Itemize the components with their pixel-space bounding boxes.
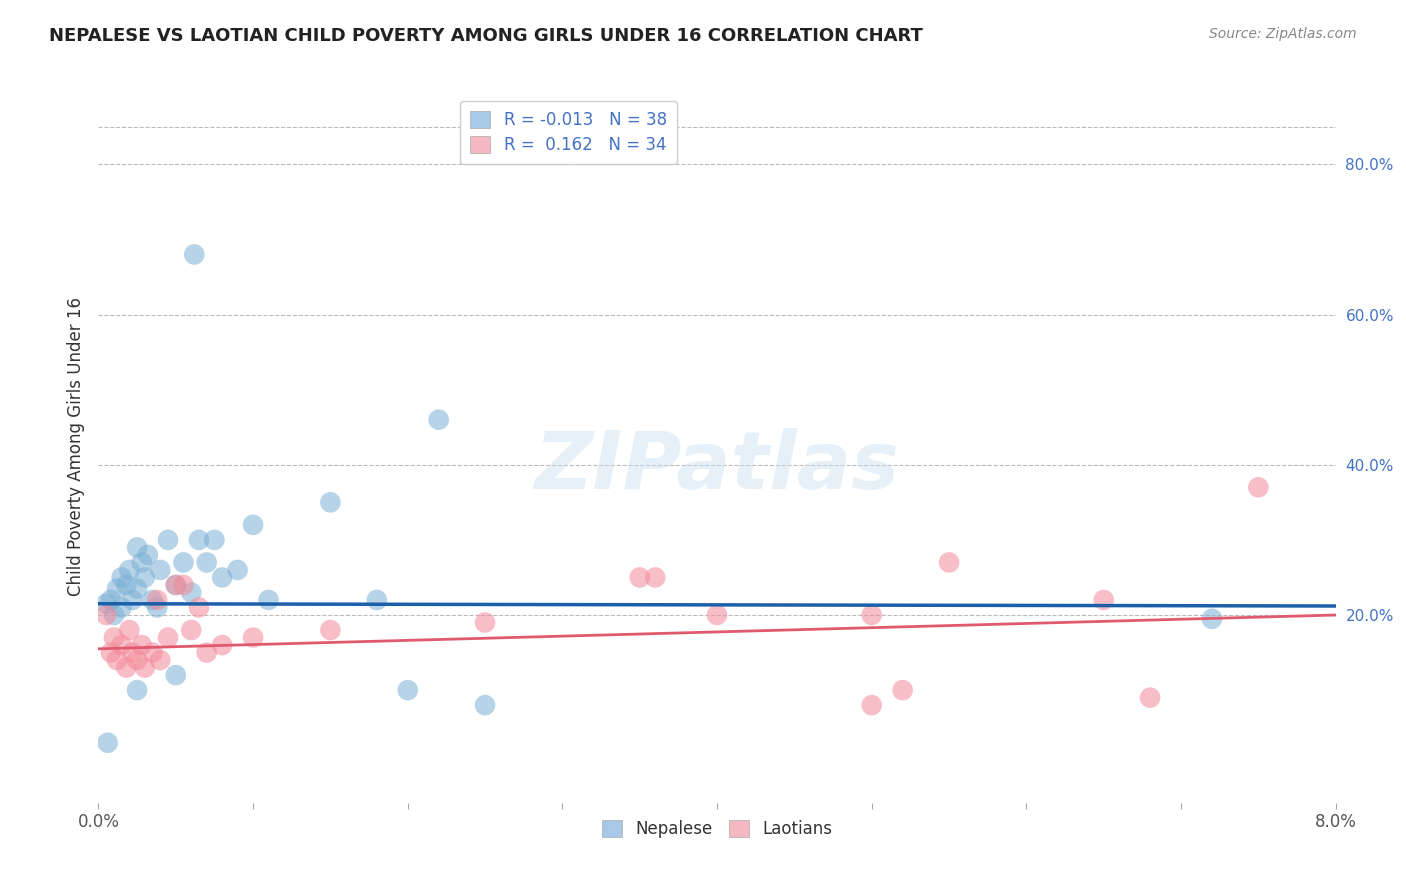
- Point: [127, 653, 149, 667]
- Point: [111, 570, 132, 584]
- Point: [1247, 480, 1270, 494]
- Text: ZIPatlas: ZIPatlas: [534, 428, 900, 507]
- Point: [141, 593, 165, 607]
- Point: [149, 653, 172, 667]
- Y-axis label: Child Poverty Among Girls Under 16: Child Poverty Among Girls Under 16: [66, 296, 84, 596]
- Point: [100, 593, 122, 607]
- Point: [396, 683, 419, 698]
- Point: [1092, 593, 1115, 607]
- Point: [242, 517, 264, 532]
- Point: [891, 683, 914, 698]
- Point: [366, 593, 388, 607]
- Point: [157, 533, 180, 547]
- Point: [121, 593, 143, 607]
- Point: [134, 660, 156, 674]
- Point: [103, 631, 125, 645]
- Point: [111, 638, 132, 652]
- Point: [628, 570, 651, 584]
- Point: [146, 593, 169, 607]
- Point: [103, 607, 125, 622]
- Point: [183, 247, 205, 261]
- Point: [131, 638, 153, 652]
- Point: [427, 413, 450, 427]
- Point: [96, 607, 118, 622]
- Point: [115, 578, 138, 592]
- Point: [157, 631, 180, 645]
- Point: [149, 563, 172, 577]
- Point: [188, 533, 211, 547]
- Point: [1201, 612, 1223, 626]
- Point: [146, 600, 169, 615]
- Point: [165, 578, 187, 592]
- Point: [100, 646, 122, 660]
- Point: [131, 556, 153, 570]
- Point: [319, 495, 342, 509]
- Point: [204, 533, 226, 547]
- Point: [474, 615, 496, 630]
- Text: NEPALESE VS LAOTIAN CHILD POVERTY AMONG GIRLS UNDER 16 CORRELATION CHART: NEPALESE VS LAOTIAN CHILD POVERTY AMONG …: [49, 27, 924, 45]
- Text: Source: ZipAtlas.com: Source: ZipAtlas.com: [1209, 27, 1357, 41]
- Point: [118, 563, 141, 577]
- Point: [226, 563, 249, 577]
- Point: [860, 607, 883, 622]
- Point: [180, 623, 202, 637]
- Point: [97, 736, 120, 750]
- Point: [165, 668, 187, 682]
- Point: [96, 597, 118, 611]
- Point: [319, 623, 342, 637]
- Point: [165, 578, 187, 592]
- Point: [195, 556, 218, 570]
- Point: [257, 593, 280, 607]
- Point: [105, 653, 128, 667]
- Point: [127, 582, 149, 596]
- Point: [172, 578, 194, 592]
- Point: [121, 646, 143, 660]
- Point: [938, 556, 960, 570]
- Point: [136, 548, 159, 562]
- Point: [188, 600, 211, 615]
- Point: [127, 541, 149, 555]
- Point: [211, 638, 233, 652]
- Point: [644, 570, 666, 584]
- Point: [242, 631, 264, 645]
- Point: [1139, 690, 1161, 705]
- Point: [706, 607, 728, 622]
- Point: [115, 660, 138, 674]
- Point: [127, 683, 149, 698]
- Point: [211, 570, 233, 584]
- Point: [134, 570, 156, 584]
- Point: [141, 646, 165, 660]
- Legend: Nepalese, Laotians: Nepalese, Laotians: [595, 813, 839, 845]
- Point: [172, 556, 194, 570]
- Point: [111, 600, 132, 615]
- Point: [195, 646, 218, 660]
- Point: [860, 698, 883, 713]
- Point: [180, 585, 202, 599]
- Point: [105, 582, 128, 596]
- Point: [118, 623, 141, 637]
- Point: [474, 698, 496, 713]
